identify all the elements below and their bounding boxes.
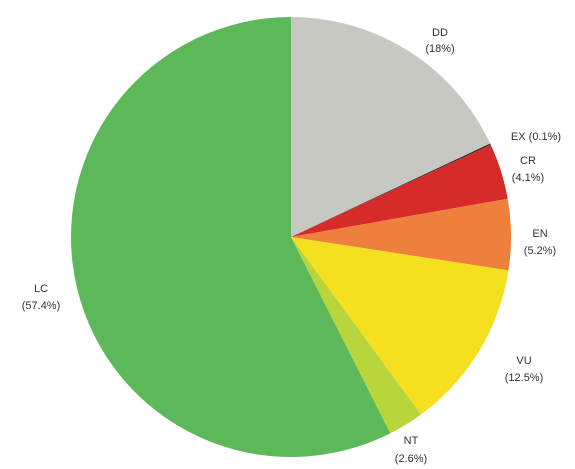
label-ex: EX (0.1%) xyxy=(511,131,561,143)
slice-cr xyxy=(291,144,508,237)
label-lc: LC (57.4%) xyxy=(22,283,61,312)
slice-ex xyxy=(291,143,491,237)
slice-en xyxy=(291,198,512,271)
slice-vu xyxy=(291,237,509,415)
label-vu-name: VU xyxy=(516,355,531,367)
label-nt: NT (2.6%) xyxy=(395,435,427,465)
label-en: EN (5.2%) xyxy=(524,228,556,257)
label-dd-name: DD xyxy=(432,27,448,39)
label-dd-pct: (18%) xyxy=(425,43,454,55)
label-ex-name: EX (0.1%) xyxy=(511,131,561,143)
label-en-name: EN xyxy=(532,228,547,240)
label-nt-name: NT xyxy=(404,435,419,447)
label-en-pct: (5.2%) xyxy=(524,245,556,257)
slice-nt xyxy=(291,237,421,434)
slice-dd xyxy=(291,17,491,237)
label-cr: CR (4.1%) xyxy=(512,155,544,184)
label-vu: VU (12.5%) xyxy=(505,355,544,384)
label-lc-pct: (57.4%) xyxy=(22,300,61,312)
slice-lc xyxy=(71,17,391,458)
label-cr-name: CR xyxy=(520,155,536,167)
pie-slices xyxy=(71,17,512,458)
label-cr-pct: (4.1%) xyxy=(512,172,544,184)
label-nt-pct: (2.6%) xyxy=(395,453,427,465)
label-vu-pct: (12.5%) xyxy=(505,372,544,384)
label-dd: DD (18%) xyxy=(425,27,454,55)
label-lc-name: LC xyxy=(34,283,48,295)
